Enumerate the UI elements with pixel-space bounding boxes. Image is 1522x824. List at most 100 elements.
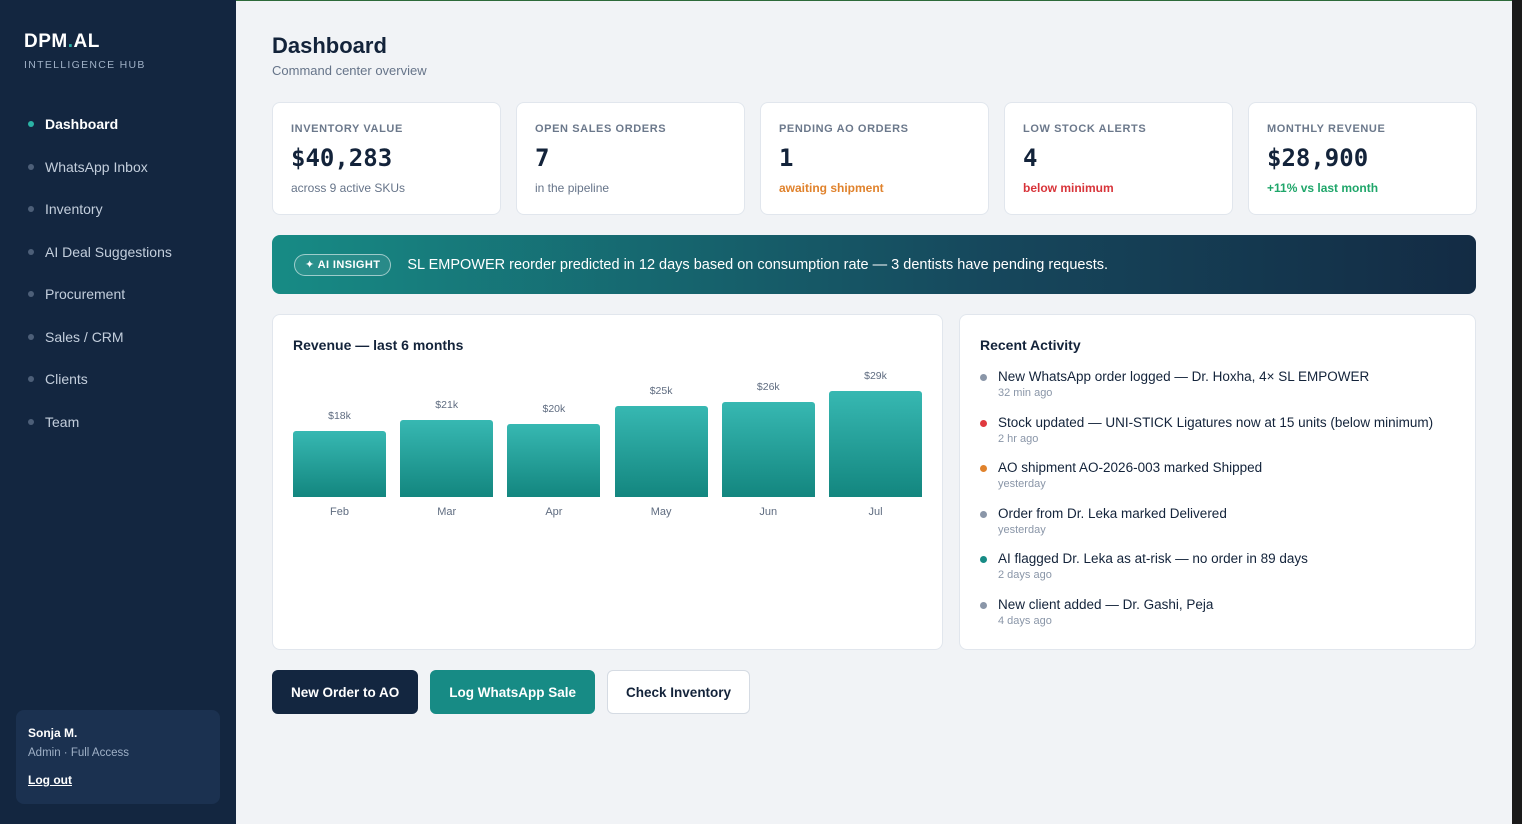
activity-text: New WhatsApp order logged — Dr. Hoxha, 4… [998, 369, 1370, 384]
ai-insight-banner: ✦ AI INSIGHT SL EMPOWER reorder predicte… [272, 235, 1476, 294]
stat-label: INVENTORY VALUE [291, 123, 403, 135]
stat-label: OPEN SALES ORDERS [535, 123, 667, 135]
activity-text: Stock updated — UNI-STICK Ligatures now … [998, 414, 1434, 430]
sidebar-item-label: Procurement [45, 286, 126, 303]
activity-text: Order from Dr. Leka marked Delivered [998, 505, 1227, 521]
activity-time: 2 days ago [998, 569, 1052, 581]
status-dot-icon [980, 601, 987, 609]
recent-activity-title: Recent Activity [980, 337, 1081, 353]
log-whatsapp-sale-button[interactable]: Log WhatsApp Sale [430, 670, 596, 714]
sidebar-item-ai-deal-suggestions[interactable]: AI Deal Suggestions [0, 231, 236, 274]
sidebar-item-label: Team [45, 413, 80, 430]
user-name: Sonja M. [28, 726, 78, 740]
activity-time: 32 min ago [998, 387, 1053, 399]
user-card: Sonja M. Admin · Full Access Log out [16, 710, 220, 804]
stat-label: PENDING AO ORDERS [779, 123, 909, 135]
stat-label: MONTHLY REVENUE [1267, 123, 1386, 135]
ai-insight-text: SL EMPOWER reorder predicted in 12 days … [407, 256, 1109, 273]
x-tick-label: May [650, 506, 672, 518]
bullet-icon [28, 418, 34, 425]
activity-item: Order from Dr. Leka marked Delivered yes… [980, 506, 1227, 536]
brand-name-part2: AL [73, 31, 100, 52]
stats-row: INVENTORY VALUE $40,283 across 9 active … [272, 102, 1477, 215]
x-tick-label: Mar [437, 506, 457, 518]
stat-label: LOW STOCK ALERTS [1023, 123, 1147, 135]
new-order-to-ao-button[interactable]: New Order to AO [272, 670, 419, 714]
revenue-bar[interactable] [400, 420, 494, 497]
status-dot-icon [980, 465, 987, 472]
sidebar-item-inventory[interactable]: Inventory [0, 188, 236, 231]
stat-note: below minimum [1023, 181, 1114, 195]
bar-value-label: $20k [542, 403, 566, 415]
stat-note: +11% vs last month [1267, 181, 1379, 195]
sidebar-item-label: Clients [45, 371, 88, 388]
status-dot-icon [980, 419, 987, 427]
sidebar-item-sales-crm[interactable]: Sales / CRM [0, 316, 236, 359]
stat-card-pending-ao-orders: PENDING AO ORDERS 1 awaiting shipment [760, 102, 989, 215]
stat-value: 1 [779, 144, 794, 172]
activity-time: yesterday [998, 523, 1046, 536]
check-inventory-button[interactable]: Check Inventory [607, 670, 751, 714]
stat-card-monthly-revenue: MONTHLY REVENUE $28,900 +11% vs last mon… [1248, 102, 1477, 215]
stat-note: in the pipeline [535, 181, 610, 195]
user-role: Admin · Full Access [28, 747, 129, 759]
bullet-icon [28, 333, 34, 340]
stat-card-inventory-value: INVENTORY VALUE $40,283 across 9 active … [272, 102, 501, 215]
stat-note: across 9 active SKUs [291, 181, 406, 195]
stat-value: 7 [535, 144, 550, 172]
stat-value: $28,900 [1267, 144, 1369, 172]
bar-value-label: $26k [756, 381, 780, 393]
page-subtitle: Command center overview [272, 63, 427, 78]
bullet-icon [28, 121, 34, 128]
revenue-bar[interactable] [293, 431, 386, 497]
x-tick-label: Jul [868, 506, 883, 518]
status-dot-icon [980, 374, 987, 381]
sidebar: DPM.AL INTELLIGENCE HUB Dashboard WhatsA… [0, 0, 236, 824]
revenue-bar[interactable] [721, 402, 815, 497]
bar-value-label: $29k [864, 370, 887, 382]
sidebar-item-label: WhatsApp Inbox [45, 158, 148, 175]
bullet-icon [28, 206, 34, 213]
stat-value: 4 [1023, 144, 1038, 172]
ai-insight-badge: ✦ AI INSIGHT [294, 253, 392, 276]
x-tick-label: Jun [759, 506, 778, 518]
brand-logo[interactable]: DPM.AL INTELLIGENCE HUB [24, 31, 146, 71]
activity-item: AI flagged Dr. Leka as at-risk — no orde… [980, 551, 1308, 581]
status-dot-icon [980, 510, 987, 518]
bar-value-label: $21k [435, 399, 459, 411]
stat-note: awaiting shipment [779, 181, 884, 195]
x-tick-label: Apr [545, 506, 563, 518]
logout-link[interactable]: Log out [28, 773, 72, 787]
recent-activity-panel: Recent Activity New WhatsApp order logge… [959, 314, 1476, 650]
sidebar-item-label: Sales / CRM [45, 328, 124, 345]
revenue-panel: Revenue — last 6 months $18k Feb $21k Mar $2… [272, 314, 943, 650]
activity-item: AO shipment AO-2026-003 marked Shipped y… [980, 460, 1262, 490]
revenue-title: Revenue — last 6 months [293, 337, 464, 353]
bullet-icon [28, 291, 34, 298]
activity-text: AO shipment AO-2026-003 marked Shipped [998, 460, 1263, 475]
sidebar-item-label: Inventory [45, 201, 103, 218]
sidebar-item-procurement[interactable]: Procurement [0, 273, 236, 316]
activity-time: yesterday [998, 478, 1046, 490]
activity-time: 2 hr ago [998, 432, 1039, 445]
sidebar-nav: Dashboard WhatsApp Inbox Inventory AI De… [0, 103, 236, 443]
bar-value-label: $25k [649, 385, 673, 397]
main-content: Dashboard Command center overview INVENT… [236, 0, 1512, 824]
sidebar-item-whatsapp-inbox[interactable]: WhatsApp Inbox [0, 146, 236, 189]
revenue-bar[interactable] [829, 391, 922, 497]
brand-name: DPM.AL [24, 31, 146, 53]
sidebar-item-dashboard[interactable]: Dashboard [0, 103, 236, 146]
sidebar-item-clients[interactable]: Clients [0, 358, 236, 401]
brand-subtitle: INTELLIGENCE HUB [24, 59, 146, 71]
activity-text: New client added — Dr. Gashi, Peja [998, 596, 1214, 612]
revenue-bar[interactable] [614, 406, 708, 497]
sidebar-item-team[interactable]: Team [0, 401, 236, 444]
activity-text: AI flagged Dr. Leka as at-risk — no orde… [998, 551, 1308, 566]
activity-item: Stock updated — UNI-STICK Ligatures now … [980, 415, 1433, 445]
stat-card-low-stock-alerts: LOW STOCK ALERTS 4 below minimum [1004, 102, 1233, 215]
revenue-bar[interactable] [507, 424, 601, 497]
stat-card-open-sales-orders: OPEN SALES ORDERS 7 in the pipeline [516, 102, 745, 215]
x-tick-label: Feb [330, 506, 349, 518]
activity-time: 4 days ago [998, 614, 1052, 627]
sidebar-item-label: Dashboard [45, 116, 119, 133]
